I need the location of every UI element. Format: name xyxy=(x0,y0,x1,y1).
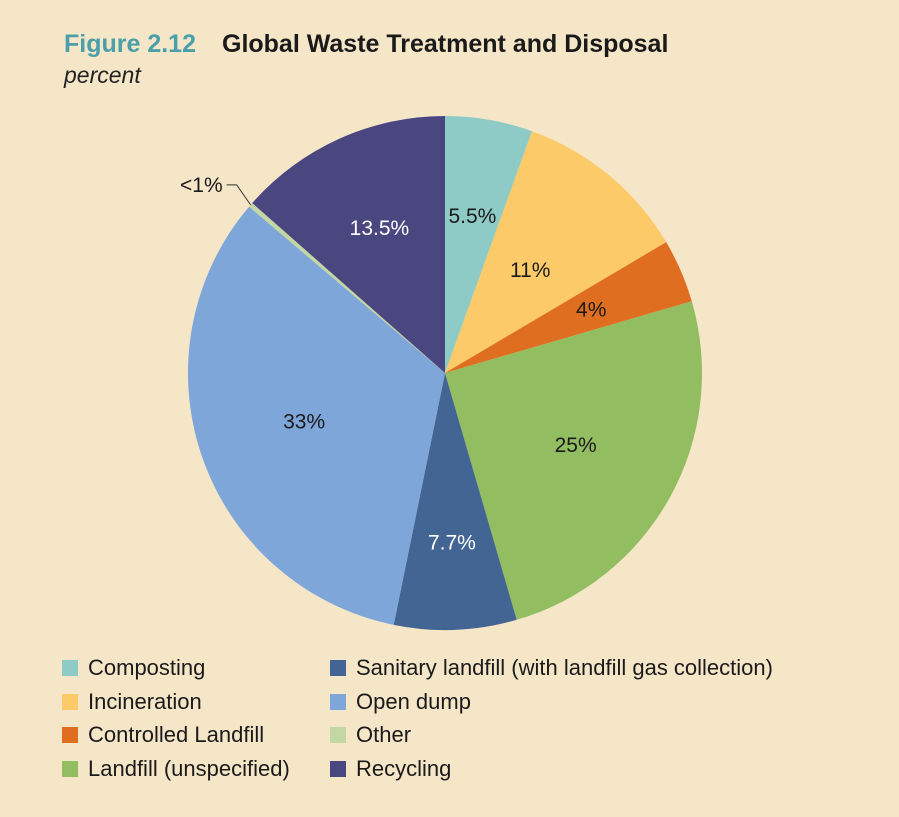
legend-item-incineration: Incineration xyxy=(62,689,202,715)
legend-label: Incineration xyxy=(88,688,202,714)
legend-label: Other xyxy=(356,722,412,747)
legend-label: Recycling xyxy=(356,755,452,781)
legend-swatch xyxy=(62,660,78,676)
legend-swatch xyxy=(62,727,78,743)
data-label-composting: 5.5% xyxy=(448,205,496,228)
chart-title: Global Waste Treatment and Disposal xyxy=(222,30,669,58)
legend-item-recycling: Recycling xyxy=(330,756,451,782)
legend-item-composting: Composting xyxy=(62,655,205,681)
pie-slice-other xyxy=(249,203,445,373)
legend-swatch xyxy=(62,760,78,777)
data-label-other: <1% xyxy=(180,174,223,197)
chart-header: Figure 2.12 Global Waste Treatment and Di… xyxy=(64,30,668,89)
legend-item-open-dump: Open dump xyxy=(330,689,471,715)
data-label-recycling: 13.5% xyxy=(350,217,410,240)
legend-swatch xyxy=(62,693,78,710)
legend-swatch xyxy=(330,760,346,777)
pie-slice-landfill-unspecified xyxy=(445,301,702,620)
legend-label: Landfill (unspecified) xyxy=(88,755,290,781)
leader-line-other xyxy=(226,184,252,206)
pie-slice-controlled-landfill xyxy=(445,242,692,373)
data-label-landfill-unspecified: 25% xyxy=(555,434,597,457)
pie-slice-incineration xyxy=(445,131,667,373)
pie-slice-recycling xyxy=(252,116,445,373)
legend-swatch xyxy=(330,693,346,710)
data-label-open-dump: 33% xyxy=(283,411,325,434)
legend-item-landfill-unspecified: Landfill (unspecified) xyxy=(62,756,290,782)
legend-label: Composting xyxy=(88,655,206,680)
data-label-controlled-landfill: 4% xyxy=(576,299,606,322)
pie-slice-composting xyxy=(445,116,533,373)
data-label-incineration: 11% xyxy=(510,259,550,282)
legend-label: Sanitary landfill (with landfill gas col… xyxy=(356,655,773,680)
legend-label: Open dump xyxy=(356,688,471,714)
pie-slice-sanitary-landfill-with-landfill-gas-collection xyxy=(393,373,517,630)
legend-item-sanitary-landfill-with-landfill-gas-collection: Sanitary landfill (with landfill gas col… xyxy=(330,655,773,681)
legend-swatch xyxy=(330,727,346,743)
chart-subtitle: percent xyxy=(64,62,141,88)
pie-slice-open-dump xyxy=(187,206,445,625)
legend-label: Controlled Landfill xyxy=(88,722,265,747)
data-label-sanitary-landfill-with-landfill-gas-collection: 7.7% xyxy=(428,531,476,554)
legend-item-controlled-landfill: Controlled Landfill xyxy=(62,722,264,748)
legend-swatch xyxy=(330,660,346,676)
figure-number: Figure 2.12 xyxy=(64,30,196,58)
legend-item-other: Other xyxy=(330,722,411,748)
